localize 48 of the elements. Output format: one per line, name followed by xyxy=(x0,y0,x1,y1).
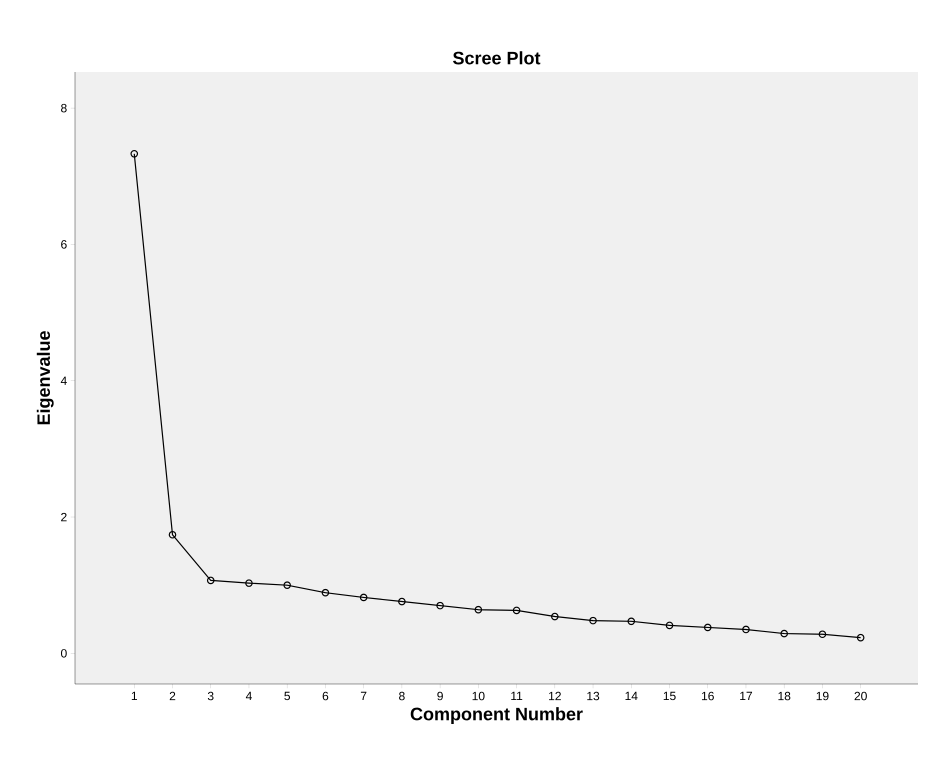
point xyxy=(666,622,674,630)
point xyxy=(206,576,215,584)
x-tick-label: 11 xyxy=(511,692,522,700)
point xyxy=(780,630,788,638)
point xyxy=(704,624,712,632)
point xyxy=(245,579,253,587)
x-tick-label: 8 xyxy=(399,692,405,700)
x-tick-label: 2 xyxy=(170,692,176,700)
x-tick-label: 14 xyxy=(626,692,638,700)
chart-title: Scree Plot xyxy=(453,51,540,64)
x-tick-label: 9 xyxy=(437,692,443,700)
point xyxy=(322,588,330,596)
y-tick-label: 0 xyxy=(61,649,67,658)
x-tick-label: 17 xyxy=(740,692,752,700)
y-tick-label: 6 xyxy=(61,240,67,249)
point xyxy=(360,594,368,602)
x-tick-label: 13 xyxy=(587,692,600,700)
x-tick-label: 15 xyxy=(664,692,676,700)
point xyxy=(398,598,406,606)
point xyxy=(168,530,176,539)
x-tick-label: 16 xyxy=(702,692,714,700)
y-tick-label: 2 xyxy=(61,512,67,522)
point xyxy=(551,612,559,620)
x-tick-label: 3 xyxy=(208,692,214,700)
x-tick-label: 5 xyxy=(284,692,290,700)
point xyxy=(818,630,826,638)
x-tick-label: 12 xyxy=(549,692,561,700)
x-axis-title: Component Number xyxy=(410,707,583,724)
x-tick-label: 1 xyxy=(132,692,138,700)
point xyxy=(283,581,291,589)
x-tick-label: 20 xyxy=(854,692,867,700)
point xyxy=(130,150,138,158)
point xyxy=(512,606,520,614)
point xyxy=(627,618,636,626)
x-tick-label: 6 xyxy=(322,692,328,700)
y-tick-label: 8 xyxy=(61,104,67,112)
x-tick-label: 7 xyxy=(360,692,366,700)
y-axis-title: Eigenvalue xyxy=(36,331,54,424)
point xyxy=(856,634,864,642)
x-tick-label: 4 xyxy=(246,692,252,700)
x-tick-label: 18 xyxy=(778,692,790,700)
x-tick-label: 10 xyxy=(472,692,485,700)
point xyxy=(742,626,750,634)
point xyxy=(474,606,482,614)
y-tick-label: 4 xyxy=(60,376,67,385)
x-tick-label: 19 xyxy=(816,692,829,700)
point xyxy=(589,616,597,624)
point xyxy=(436,602,444,610)
